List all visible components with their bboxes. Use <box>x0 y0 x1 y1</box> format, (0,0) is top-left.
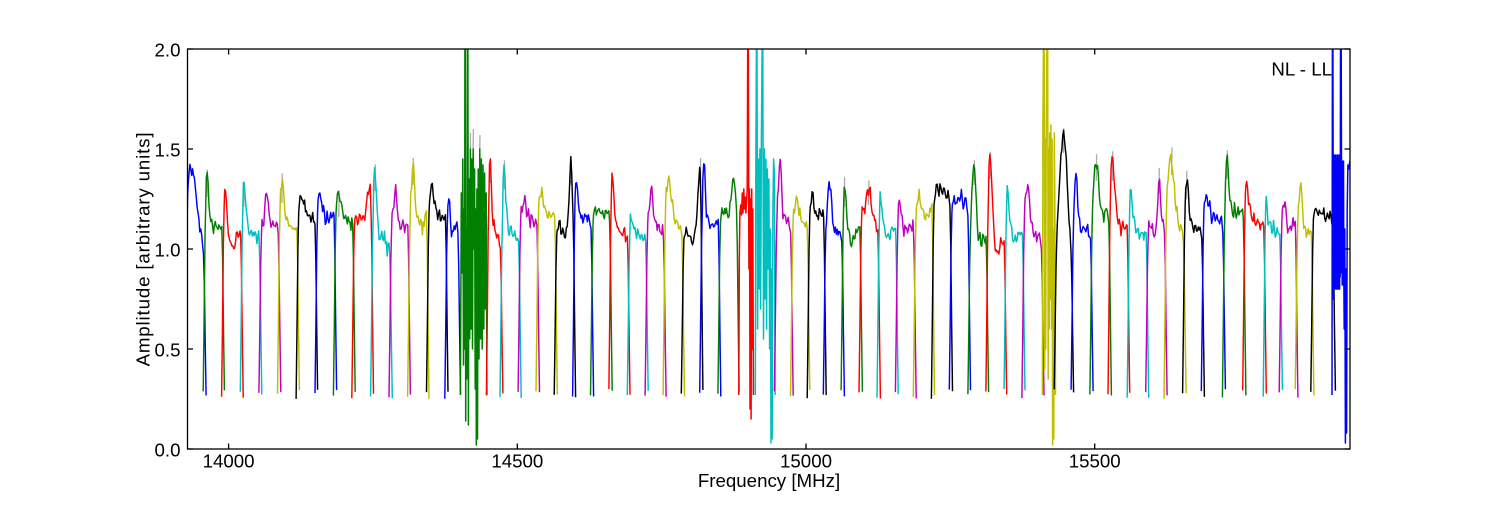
svg-text:0.5: 0.5 <box>155 340 181 361</box>
svg-text:15500: 15500 <box>1069 451 1121 472</box>
svg-text:Frequency [MHz]: Frequency [MHz] <box>698 470 840 491</box>
svg-text:NL - LL: NL - LL <box>1271 59 1332 80</box>
svg-text:2.0: 2.0 <box>155 40 181 61</box>
svg-text:1.5: 1.5 <box>155 140 181 161</box>
svg-text:1.0: 1.0 <box>155 240 181 261</box>
svg-text:14500: 14500 <box>491 451 543 472</box>
svg-text:14000: 14000 <box>203 451 255 472</box>
svg-text:15000: 15000 <box>780 451 832 472</box>
svg-text:0.0: 0.0 <box>155 440 181 461</box>
svg-text:Amplitude [arbitrary units]: Amplitude [arbitrary units] <box>133 132 154 367</box>
